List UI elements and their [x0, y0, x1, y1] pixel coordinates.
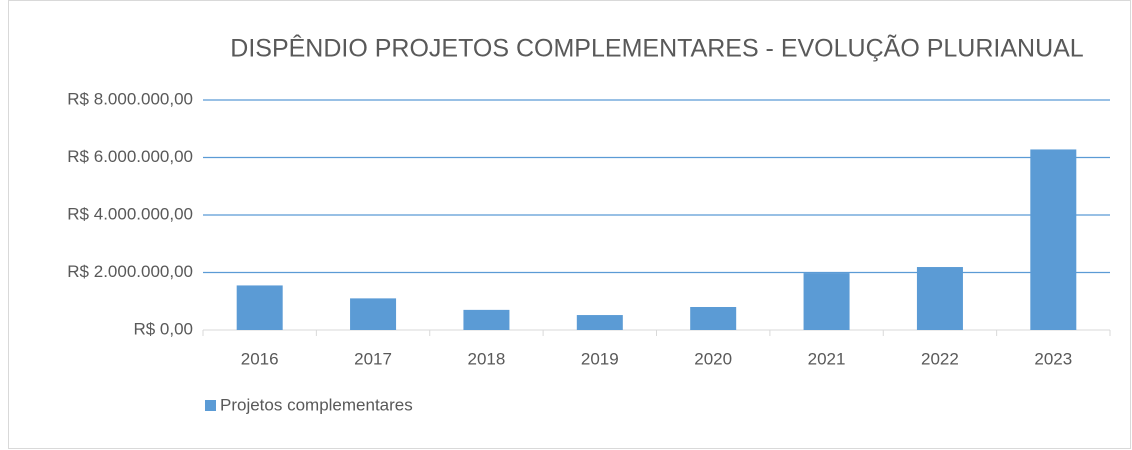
legend-label: Projetos complementares [220, 395, 413, 414]
bar [690, 307, 737, 330]
bar [463, 309, 510, 330]
bar [916, 267, 963, 330]
x-tick-label: 2021 [808, 349, 846, 368]
x-tick-label: 2020 [694, 349, 732, 368]
bar [350, 298, 397, 330]
y-tick-label: R$ 8.000.000,00 [67, 89, 193, 108]
y-tick-label: R$ 0,00 [133, 319, 193, 338]
legend-swatch [205, 400, 216, 411]
y-tick-label: R$ 4.000.000,00 [67, 204, 193, 223]
x-tick-label: 2018 [468, 349, 506, 368]
chart-border [8, 0, 1131, 449]
bar [236, 285, 283, 330]
x-tick-label: 2016 [241, 349, 279, 368]
bar [1030, 149, 1077, 330]
x-tick-label: 2023 [1034, 349, 1072, 368]
y-tick-label: R$ 6.000.000,00 [67, 147, 193, 166]
bar [576, 315, 623, 330]
y-tick-label: R$ 2.000.000,00 [67, 262, 193, 281]
x-tick-label: 2017 [354, 349, 392, 368]
chart-title: DISPÊNDIO PROJETOS COMPLEMENTARES - EVOL… [230, 34, 1084, 63]
x-tick-label: 2019 [581, 349, 619, 368]
bar [803, 273, 850, 330]
x-tick-label: 2022 [921, 349, 959, 368]
